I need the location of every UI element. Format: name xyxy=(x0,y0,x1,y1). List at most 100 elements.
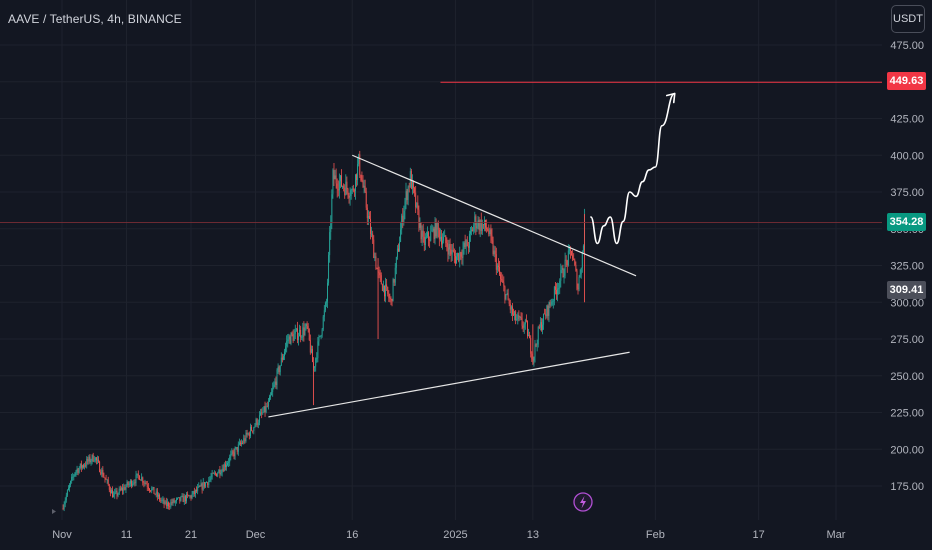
candle-body xyxy=(275,381,277,386)
candle-body xyxy=(310,348,312,353)
candle-body xyxy=(213,473,215,474)
candle-body xyxy=(172,499,174,504)
projection-arrow-head xyxy=(665,92,676,104)
candle-body xyxy=(507,293,509,301)
candle-body xyxy=(359,154,361,175)
candle-body xyxy=(254,425,256,428)
candle-body xyxy=(181,495,183,497)
candle-body xyxy=(269,396,270,402)
candle-body xyxy=(403,210,405,223)
candle-body xyxy=(576,270,578,289)
candle-body xyxy=(315,358,317,367)
candle-body xyxy=(244,438,246,442)
candle-body xyxy=(105,478,107,480)
candle-body xyxy=(447,247,449,255)
candle-body xyxy=(557,288,559,295)
candle-body xyxy=(198,485,200,488)
candle-body xyxy=(142,477,144,483)
candle-body xyxy=(382,285,384,291)
candle-body xyxy=(558,288,560,290)
candle-body xyxy=(385,284,387,297)
candle-body xyxy=(88,456,90,462)
y-tick-label: 275.00 xyxy=(890,334,924,346)
candle-body xyxy=(251,426,253,431)
candle-body xyxy=(145,482,147,485)
candle-body xyxy=(546,305,548,317)
x-tick-label: 21 xyxy=(185,529,197,541)
candle-body xyxy=(334,175,336,180)
candle-body xyxy=(577,288,579,290)
candle-body xyxy=(542,324,543,331)
candle-body xyxy=(571,250,572,256)
candle-body xyxy=(138,475,140,480)
candle-body xyxy=(463,242,465,249)
candle-body xyxy=(461,256,463,258)
candle-body xyxy=(211,473,213,478)
candle-body xyxy=(565,259,567,261)
candle-body xyxy=(121,488,122,490)
time-axis[interactable]: Nov 11 21 Dec 16 2025 13 Feb 17 Mar xyxy=(52,529,846,541)
candle-body xyxy=(159,495,161,500)
currency-button[interactable]: USDT xyxy=(891,5,925,33)
candle-body xyxy=(216,473,218,477)
candle-body xyxy=(573,258,575,260)
candle-body xyxy=(135,474,137,483)
candle-body xyxy=(179,497,181,501)
candle-body xyxy=(326,301,327,303)
event-marker[interactable] xyxy=(573,492,593,512)
candle-body xyxy=(305,324,307,329)
candle-body xyxy=(123,487,125,491)
candle-body xyxy=(114,492,116,495)
candle-body xyxy=(319,335,321,337)
candle-body xyxy=(353,190,355,192)
candle-body xyxy=(529,335,531,338)
candle-body xyxy=(572,255,574,259)
candle-body xyxy=(420,222,422,240)
candle-body xyxy=(215,473,216,474)
candle-body xyxy=(306,324,308,327)
candle-body xyxy=(220,472,222,475)
x-tick-label: 11 xyxy=(121,529,132,541)
candle-body xyxy=(158,495,159,497)
candle-body xyxy=(409,171,411,187)
candle-body xyxy=(165,501,167,506)
candle-body xyxy=(101,469,103,475)
candle-body xyxy=(408,186,410,188)
y-tick-label: 200.00 xyxy=(890,444,924,456)
candle-body xyxy=(350,190,352,196)
candle-body xyxy=(69,485,70,488)
candle-body xyxy=(498,265,499,267)
candle-body xyxy=(399,241,400,252)
x-tick-label: Feb xyxy=(646,529,665,541)
candle-body xyxy=(98,459,99,462)
candle-body xyxy=(386,284,388,287)
candle-body xyxy=(255,419,257,426)
candle-body xyxy=(356,174,357,181)
candle-body xyxy=(333,170,335,180)
candle-body xyxy=(364,185,366,192)
candle-body xyxy=(71,476,73,481)
candle-body xyxy=(405,191,407,202)
candle-body xyxy=(442,240,443,245)
candle-body xyxy=(500,274,502,279)
candle-body xyxy=(418,209,420,228)
candle-body xyxy=(511,306,513,315)
candle-body xyxy=(414,187,416,193)
candle-body xyxy=(190,495,192,499)
candle-body xyxy=(490,229,492,236)
low-price-tag: 309.41 xyxy=(887,281,926,299)
candle-body xyxy=(400,229,402,242)
candle-body xyxy=(132,483,134,486)
candle-body xyxy=(561,268,563,271)
candle-body xyxy=(140,479,141,481)
candle-body xyxy=(568,248,570,251)
candle-body xyxy=(499,266,500,275)
candle-body xyxy=(445,235,447,244)
price-axis[interactable]: 175.00 200.00 225.00 250.00 275.00 300.00 325.… xyxy=(890,40,924,493)
candle-body xyxy=(355,174,356,192)
candle-body xyxy=(221,468,223,473)
x-tick-label: 17 xyxy=(752,529,764,541)
candle-body xyxy=(274,381,276,385)
candle-body xyxy=(549,302,551,305)
